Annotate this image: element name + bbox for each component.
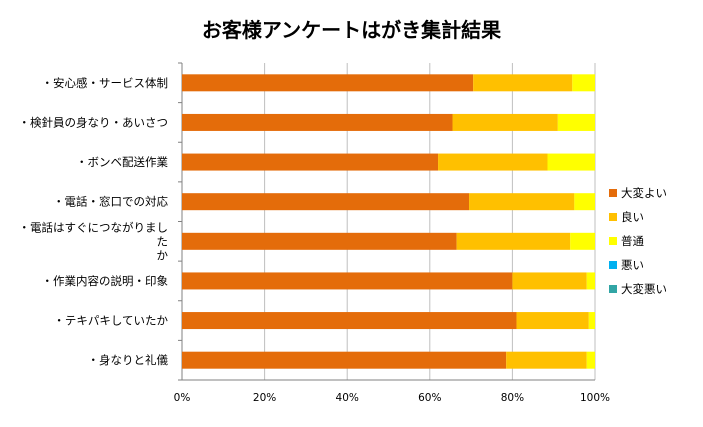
bar-segment [182,153,439,171]
x-tick-label: 60% [418,392,441,404]
bar-segment [557,113,595,131]
bar-segment [452,113,558,131]
bar-segment [182,312,517,330]
bar-segment [456,232,571,250]
bar-segment [516,312,589,330]
bar-segment [182,232,457,250]
category-label: ・電話・窓口での対応 [53,195,168,209]
legend-label: 普通 [621,234,644,248]
bar-segment [438,153,548,171]
category-label: ・作業内容の説明・印象 [42,274,169,288]
legend-swatch [609,285,617,293]
legend-swatch [609,213,617,221]
category-label: か [157,248,169,262]
category-label: た [157,234,169,248]
x-tick-label: 80% [501,392,524,404]
bar-segment [182,113,453,131]
category-label: ・身なりと礼儀 [88,353,169,367]
legend-label: 良い [621,210,644,224]
bar-segment [182,272,513,290]
bar-segment [574,193,595,211]
bar-segment [469,193,575,211]
legend-label: 大変よい [621,186,667,200]
legend-swatch [609,237,617,245]
category-label: ・テキパキしていたか [53,314,168,328]
legend-label: 悪い [621,258,644,272]
bar-segment [182,351,507,369]
bar-segment [512,272,587,290]
x-tick-label: 20% [253,392,276,404]
bar-segment [586,272,595,290]
bar-segment [570,232,595,250]
bar-segment [586,351,595,369]
chart-title: お客様アンケートはがき集計結果 [201,18,502,42]
bar-segment [473,74,573,92]
legend-swatch [609,189,617,197]
category-label: ・安心感・サービス体制 [42,76,169,90]
x-tick-label: 40% [336,392,359,404]
bar-segment [547,153,595,171]
bar-segment [182,193,470,211]
legend-label: 大変悪い [621,282,667,296]
bar-segment [182,74,474,92]
bar-segment [588,312,595,330]
category-label: ・検針員の身なり・あいさつ [19,115,169,129]
bar-segment [572,74,595,92]
category-label: ・ボンベ配送作業 [76,155,168,169]
legend-swatch [609,261,617,269]
category-label: ・電話はすぐにつながりまし [19,220,169,234]
bar-segment [506,351,587,369]
x-tick-label: 100% [580,392,610,404]
x-tick-label: 0% [174,392,191,404]
